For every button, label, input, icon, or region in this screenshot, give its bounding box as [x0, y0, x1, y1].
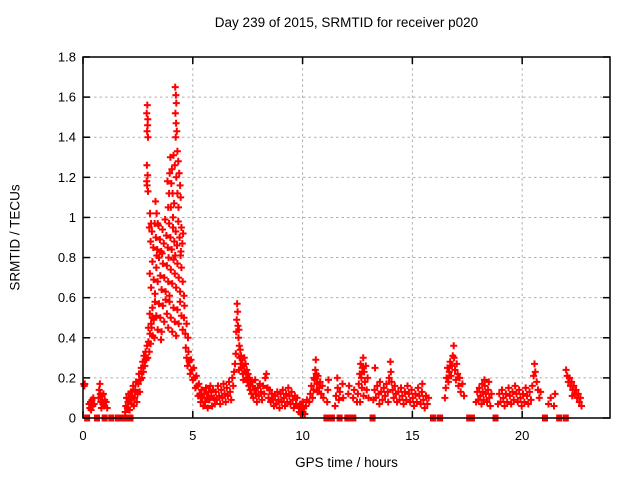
svg-text:1: 1 [69, 210, 76, 225]
svg-text:1.4: 1.4 [58, 130, 76, 145]
svg-text:0.4: 0.4 [58, 330, 76, 345]
svg-text:0.8: 0.8 [58, 250, 76, 265]
svg-text:5: 5 [189, 428, 196, 443]
svg-text:1.2: 1.2 [58, 170, 76, 185]
x-axis-label: GPS time / hours [295, 455, 398, 470]
chart-title: Day 239 of 2015, SRMTID for receiver p02… [214, 15, 479, 30]
svg-text:20: 20 [515, 428, 529, 443]
x-tick-labels: 0 5 10 15 20 [79, 428, 529, 443]
svg-text:0.2: 0.2 [58, 370, 76, 385]
axis-ticks [82, 56, 610, 419]
svg-text:0: 0 [79, 428, 86, 443]
svg-text:10: 10 [295, 428, 309, 443]
y-tick-labels: 0 0.2 0.4 0.6 0.8 1 1.2 1.4 1.6 1.8 [58, 50, 76, 426]
svg-text:0.6: 0.6 [58, 290, 76, 305]
grid-lines [83, 57, 610, 418]
svg-text:1.6: 1.6 [58, 90, 76, 105]
plot-border [82, 56, 611, 419]
svg-text:1.8: 1.8 [58, 50, 76, 65]
svg-text:0: 0 [69, 411, 76, 426]
svg-text:15: 15 [405, 428, 419, 443]
scatter-points [80, 83, 585, 418]
